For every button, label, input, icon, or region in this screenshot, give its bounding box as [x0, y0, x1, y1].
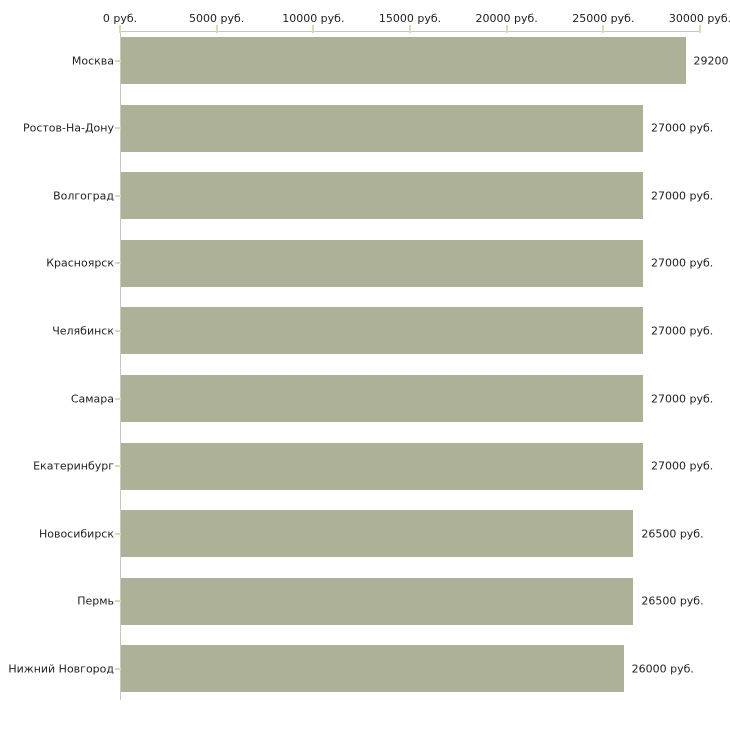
bar-8 — [121, 510, 634, 558]
category-label: Волгоград — [53, 189, 114, 203]
category-tick-mark — [115, 262, 121, 265]
x-tick-mark — [312, 25, 315, 33]
x-tick-label: 25000 руб. — [572, 12, 635, 25]
x-tick-label: 5000 руб. — [189, 12, 245, 25]
x-tick-mark — [409, 25, 411, 33]
value-label: 27000 руб. — [651, 324, 714, 338]
category-tick-mark — [115, 59, 121, 62]
category-label: Красноярск — [46, 256, 114, 270]
value-label: 29200 руб. — [693, 54, 730, 67]
category-tick-mark — [115, 600, 121, 603]
category-label: Екатеринбург — [33, 459, 114, 473]
value-label: 27000 руб. — [651, 121, 714, 135]
x-tick-label: 20000 руб. — [475, 12, 538, 25]
value-label: 26500 руб. — [641, 527, 704, 541]
bar-2 — [121, 104, 643, 152]
bar-9 — [121, 577, 634, 625]
bar-4 — [121, 239, 643, 287]
category-tick-mark — [115, 127, 121, 130]
value-label: 26500 руб. — [641, 594, 704, 608]
category-label: Ростов-На-Дону — [22, 121, 114, 135]
x-tick-mark — [215, 25, 218, 33]
category-tick-mark — [115, 397, 121, 400]
x-tick-label: 30000 руб. — [668, 12, 730, 25]
value-label: 27000 руб. — [651, 392, 714, 405]
bar-6 — [121, 375, 643, 422]
x-tick-mark — [699, 25, 701, 33]
x-tick-label: 0 руб. — [102, 12, 138, 25]
bar-10 — [121, 645, 624, 693]
bar-3 — [121, 172, 643, 220]
category-tick-mark — [115, 329, 121, 332]
category-label: Самара — [70, 392, 114, 405]
category-tick-mark — [115, 667, 121, 670]
x-tick-mark — [505, 25, 508, 33]
category-label: Нижний Новгород — [8, 662, 114, 676]
category-tick-mark — [115, 194, 121, 197]
x-tick-label: 15000 руб. — [378, 12, 442, 25]
value-label: 26000 руб. — [631, 662, 694, 676]
category-label: Пермь — [77, 594, 114, 608]
value-label: 27000 руб. — [651, 189, 714, 203]
bar-7 — [121, 442, 643, 490]
bar-1 — [121, 37, 686, 84]
x-tick-mark — [602, 25, 605, 33]
x-tick-label: 10000 руб. — [282, 12, 345, 25]
category-tick-mark — [115, 532, 121, 535]
y-axis-line — [120, 31, 121, 700]
category-label: Челябинск — [52, 324, 114, 338]
category-tick-mark — [115, 465, 121, 468]
x-tick-mark — [119, 25, 121, 33]
value-label: 27000 руб. — [651, 256, 714, 270]
category-label: Москва — [71, 54, 114, 67]
category-label: Новосибирск — [38, 527, 114, 541]
bar-5 — [121, 307, 643, 355]
value-label: 27000 руб. — [651, 459, 714, 473]
